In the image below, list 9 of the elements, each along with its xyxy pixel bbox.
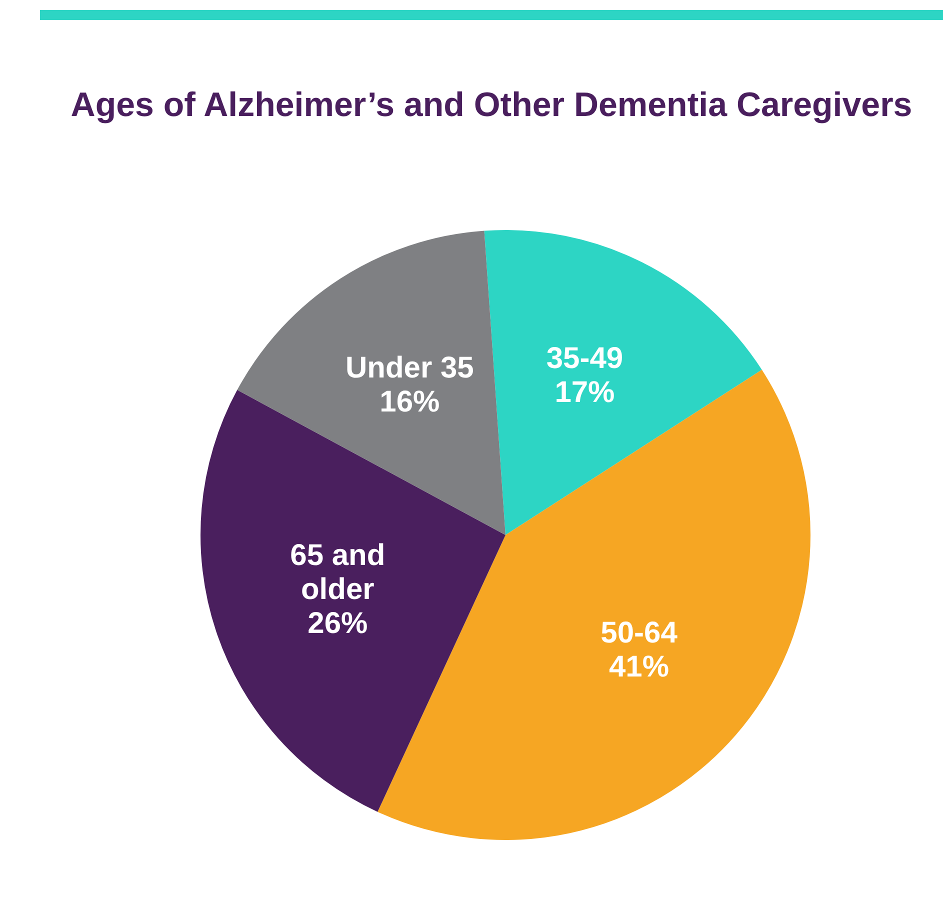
- chart-title: Ages of Alzheimer’s and Other Dementia Caregivers: [70, 85, 914, 126]
- slice-label: 35-49: [546, 342, 624, 376]
- data-label: 26%: [308, 607, 368, 640]
- data-label: 17%: [554, 376, 615, 410]
- slice-label: Under 35: [345, 352, 474, 385]
- slice-label: 50-64: [600, 616, 678, 650]
- slice-label: 65 and older: [290, 539, 386, 606]
- data-label: 16%: [380, 386, 440, 419]
- data-label: 41%: [608, 650, 670, 684]
